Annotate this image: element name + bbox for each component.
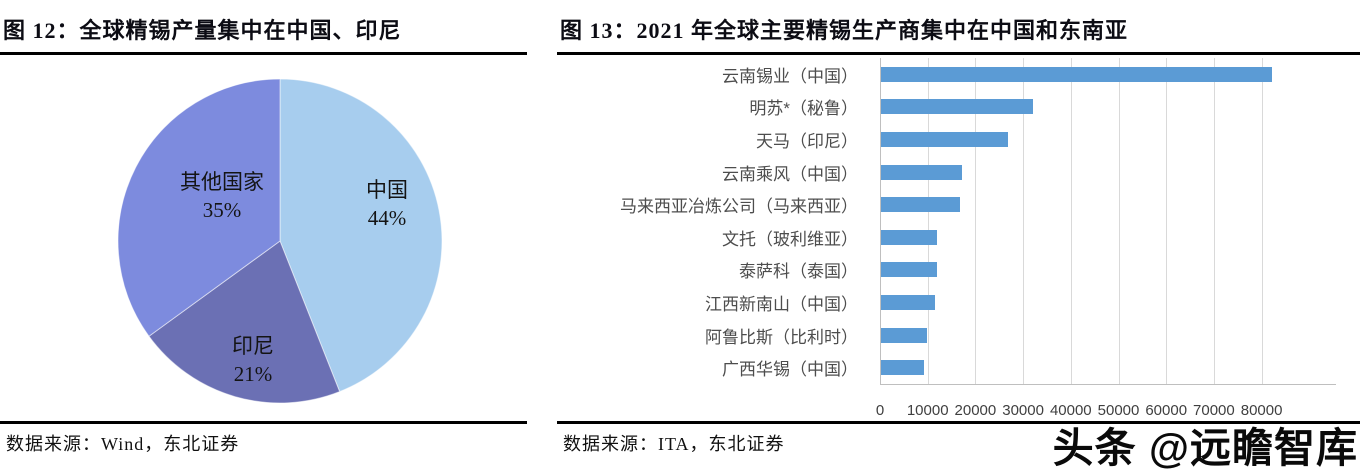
figure-12-title: 图 12：全球精锡产量集中在中国、印尼	[3, 18, 402, 43]
gridline-0	[880, 58, 881, 384]
gridline-60000	[1166, 58, 1168, 384]
bar-4	[881, 197, 960, 213]
bar-label-5: 文托（玻利维亚）	[722, 229, 858, 249]
bar-3	[881, 164, 963, 180]
gridline-50000	[1118, 58, 1120, 384]
pie-label-indonesia: 印尼 21%	[193, 332, 313, 388]
pie-slice-中国	[279, 78, 443, 393]
figure-12-title-rule	[0, 52, 527, 55]
bar-2	[881, 132, 1008, 147]
bar-label-3: 云南乘风（中国）	[722, 164, 858, 184]
pie-chart	[117, 78, 443, 404]
x-tick-40000: 40000	[1049, 402, 1092, 419]
bar-6	[881, 262, 938, 278]
bar-label-2: 天马（印尼）	[756, 131, 858, 151]
gridline-30000	[1023, 58, 1025, 384]
bar-0	[881, 66, 1273, 82]
bar-9	[881, 360, 924, 376]
pie-slice-印尼	[148, 240, 341, 404]
bar-label-0: 云南锡业（中国）	[722, 66, 858, 86]
x-axis-line	[880, 384, 1336, 385]
pie-label-china: 中国 44%	[327, 176, 447, 232]
figure-12-bottom-rule	[0, 421, 527, 424]
bar-chart: 云南锡业（中国） 明苏*（秘鲁） 天马（印尼） 云南乘风（中国） 马来西亚冶炼公司（马来…	[557, 58, 1360, 419]
bar-label-9: 广西华锡（中国）	[722, 360, 858, 380]
figure-13-panel: 图 13：2021 年全球主要精锡生产商集中在中国和东南亚 云南锡业（中国） 明苏…	[557, 0, 1360, 468]
x-tick-70000: 70000	[1193, 402, 1235, 419]
pie-label-others-name: 其他国家	[180, 170, 264, 194]
figure-13-bottom-rule	[557, 421, 1360, 424]
bar-label-8: 阿鲁比斯（比利时）	[705, 327, 858, 347]
x-tick-60000: 60000	[1145, 402, 1188, 419]
gridline-80000	[1261, 58, 1263, 384]
x-tick-20000: 20000	[954, 402, 997, 419]
bar-label-1: 明苏*（秘鲁）	[749, 99, 858, 119]
bar-label-4: 马来西亚冶炼公司（马来西亚）	[620, 197, 858, 217]
bar-5	[881, 229, 938, 245]
x-tick-80000: 80000	[1240, 402, 1283, 419]
gridline-10000	[927, 58, 929, 384]
bar-7	[881, 295, 936, 310]
gridline-40000	[1070, 58, 1072, 384]
gridline-70000	[1213, 58, 1215, 384]
x-tick-10000: 10000	[906, 402, 949, 419]
gridline-20000	[975, 58, 977, 384]
x-tick-0: 0	[875, 402, 885, 419]
x-tick-50000: 50000	[1097, 402, 1140, 419]
pie-label-china-value: 44%	[367, 206, 407, 230]
bar-8	[881, 327, 928, 343]
pie-label-others: 其他国家 35%	[142, 168, 302, 224]
x-tick-30000: 30000	[1002, 402, 1044, 419]
figure-12-panel: 图 12：全球精锡产量集中在中国、印尼 其他国家 35% 中国 44% 印尼 2…	[0, 0, 527, 468]
pie-label-indonesia-value: 21%	[233, 362, 273, 386]
bar-label-6: 泰萨科（泰国）	[739, 262, 858, 282]
figure-13-source: 数据来源：ITA，东北证券	[563, 434, 785, 454]
watermark-toutiao: 头条 @远瞻智库	[1052, 425, 1358, 471]
figure-13-title: 图 13：2021 年全球主要精锡生产商集中在中国和东南亚	[560, 18, 1129, 43]
pie-label-others-value: 35%	[202, 198, 242, 222]
pie-slice-其他国家	[117, 78, 281, 337]
pie-label-indonesia-name: 印尼	[232, 334, 274, 358]
figure-13-title-rule	[557, 52, 1360, 55]
pie-label-china-name: 中国	[366, 178, 408, 202]
bar-label-7: 江西新南山（中国）	[705, 294, 858, 314]
figure-12-source: 数据来源：Wind，东北证券	[6, 434, 240, 454]
bar-1	[881, 99, 1034, 115]
